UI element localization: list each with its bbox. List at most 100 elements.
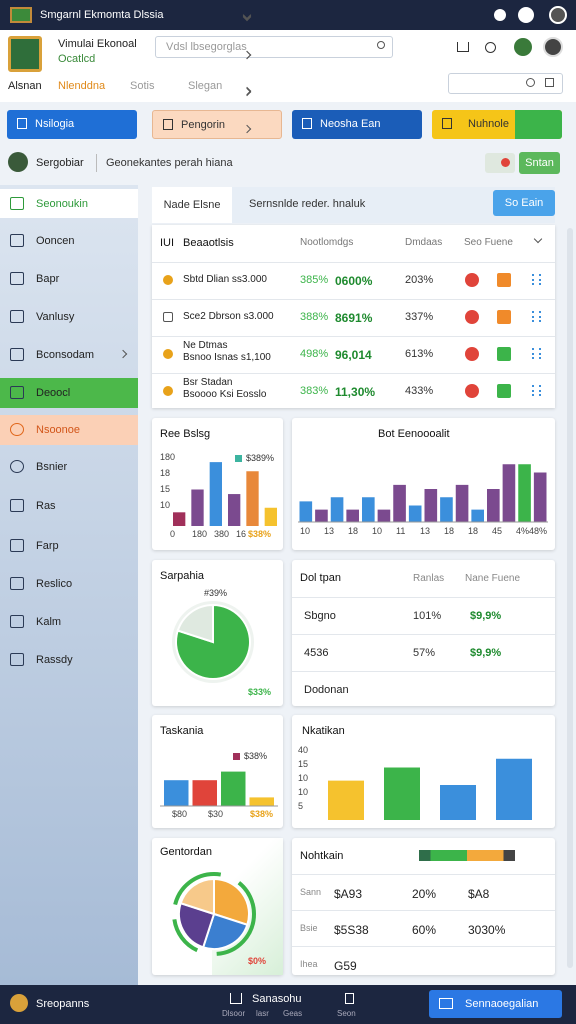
bar bbox=[440, 497, 453, 522]
row-cell: 60% bbox=[412, 923, 437, 937]
bar bbox=[328, 780, 364, 820]
sidebar-item[interactable]: Ras bbox=[0, 491, 138, 521]
row-cell: Bsie bbox=[300, 923, 318, 933]
x-label: 10 bbox=[372, 526, 382, 536]
header-icon bbox=[494, 9, 506, 21]
row-action[interactable] bbox=[465, 347, 479, 361]
item-label: Rassdy bbox=[36, 654, 73, 666]
row-action[interactable] bbox=[532, 274, 541, 285]
row-action[interactable] bbox=[465, 384, 479, 398]
sidebar-item[interactable]: Rassdy bbox=[0, 645, 138, 675]
button-icon bbox=[17, 118, 27, 129]
row-action[interactable] bbox=[532, 311, 541, 322]
panel-tab[interactable]: Sernsnlde reder. hnaluk bbox=[249, 198, 366, 210]
nav-tab[interactable]: Alsnan bbox=[8, 80, 42, 92]
brand-line: Ocatlcd bbox=[58, 53, 96, 65]
sidebar-item[interactable]: Reslico bbox=[0, 569, 138, 599]
card-title: Gentordan bbox=[160, 846, 212, 858]
sidebar-item[interactable]: Farp bbox=[0, 531, 138, 561]
nav-tab[interactable]: Nlenddna bbox=[58, 80, 106, 92]
legend-label: $389% bbox=[246, 453, 275, 463]
note: $33% bbox=[248, 687, 272, 697]
sidebar-item[interactable]: Bapr bbox=[0, 264, 138, 294]
item-icon bbox=[10, 460, 24, 473]
row-action[interactable] bbox=[532, 348, 541, 359]
item-label: Deoocl bbox=[36, 387, 71, 399]
action-button[interactable]: Nuhnole bbox=[432, 110, 562, 139]
button-icon bbox=[302, 118, 312, 129]
panel-button[interactable]: So Eain bbox=[493, 190, 555, 216]
action-button[interactable]: Pengorin bbox=[152, 110, 282, 139]
row-cell: 4536 bbox=[304, 647, 329, 659]
table-header: Seo Fuene bbox=[464, 237, 513, 248]
item-icon bbox=[10, 577, 24, 590]
row-action[interactable] bbox=[497, 384, 511, 398]
row-action[interactable] bbox=[497, 347, 511, 361]
y-label: 10 bbox=[298, 773, 308, 783]
item-label: Ooncen bbox=[36, 235, 75, 247]
card: Nkatikan 40 15 10 10 5 bbox=[292, 715, 555, 828]
panel-tab[interactable]: Nade Elsne bbox=[152, 187, 232, 223]
sidebar-item[interactable]: Nsoonoe bbox=[0, 415, 138, 445]
card-title: Bot Eenoooalit bbox=[378, 428, 450, 440]
sidebar-item[interactable]: Bsnier bbox=[0, 452, 138, 482]
sidebar-item[interactable]: Bconsodam bbox=[0, 340, 138, 370]
bar bbox=[346, 509, 359, 522]
bar bbox=[191, 489, 204, 526]
row-action[interactable] bbox=[465, 273, 479, 287]
sidebar-item[interactable]: Seonoukin bbox=[0, 189, 138, 218]
row-divider bbox=[152, 373, 555, 374]
bar bbox=[384, 767, 420, 820]
row-cell: $9,9% bbox=[470, 647, 502, 659]
row-icon bbox=[163, 275, 173, 285]
x-label: 13 bbox=[324, 526, 334, 536]
row-action[interactable] bbox=[497, 310, 511, 324]
row-action[interactable] bbox=[497, 273, 511, 287]
row-action[interactable] bbox=[532, 385, 541, 396]
bar bbox=[192, 780, 217, 806]
footer-user: Sreopanns bbox=[36, 998, 90, 1010]
table-header: IUI bbox=[160, 237, 175, 249]
row-divider bbox=[292, 946, 555, 947]
sidebar-item[interactable]: Deoocl bbox=[0, 378, 138, 408]
sidebar-item[interactable]: Ooncen bbox=[0, 226, 138, 256]
app-icon bbox=[10, 7, 32, 23]
card: Taskania $38% $80 $30 $38% bbox=[152, 715, 283, 828]
nav-tab[interactable]: Slegan bbox=[188, 80, 223, 92]
footer-icon[interactable] bbox=[345, 993, 354, 1004]
row-divider bbox=[152, 262, 555, 263]
footer-icon[interactable] bbox=[230, 993, 242, 1004]
search-box[interactable]: Vdsl lbsegorglas bbox=[155, 36, 393, 58]
chat-icon[interactable] bbox=[485, 42, 496, 53]
row-divider bbox=[152, 299, 555, 300]
home-icon[interactable] bbox=[457, 42, 469, 52]
footer-button[interactable]: Sennaoegalian bbox=[429, 990, 562, 1018]
x-label: 4%48% bbox=[516, 526, 547, 536]
sidebar-item[interactable]: Vanlusy bbox=[0, 302, 138, 332]
card-title: Nkatikan bbox=[302, 725, 345, 737]
row-cell: Sann bbox=[300, 887, 322, 897]
user-avatar bbox=[514, 38, 532, 56]
row-cell: $9,9% bbox=[470, 610, 502, 622]
x-label: 380 bbox=[214, 529, 229, 539]
item-icon bbox=[10, 653, 24, 666]
row-action[interactable] bbox=[465, 310, 479, 324]
row-divider bbox=[152, 336, 555, 337]
nav-tab[interactable]: Sotis bbox=[130, 80, 155, 92]
action-button[interactable]: Neosha Ean bbox=[292, 110, 422, 139]
action-button[interactable]: Nsilogia bbox=[7, 110, 137, 139]
row-divider bbox=[292, 671, 555, 672]
item-label: Ras bbox=[36, 500, 56, 512]
card: Sarpahia #39% $33% bbox=[152, 560, 283, 706]
item-label: Bconsodam bbox=[36, 349, 95, 361]
user-button[interactable]: Sntan bbox=[519, 152, 560, 174]
header-bar bbox=[0, 0, 576, 30]
bar bbox=[209, 462, 222, 526]
pie-slice bbox=[213, 877, 250, 927]
legend-swatch bbox=[235, 455, 242, 462]
x-label: 16 bbox=[236, 529, 246, 539]
search-icon bbox=[377, 41, 385, 49]
row-divider bbox=[292, 597, 555, 598]
sidebar-item[interactable]: Kalm bbox=[0, 607, 138, 637]
item-icon bbox=[10, 197, 24, 210]
